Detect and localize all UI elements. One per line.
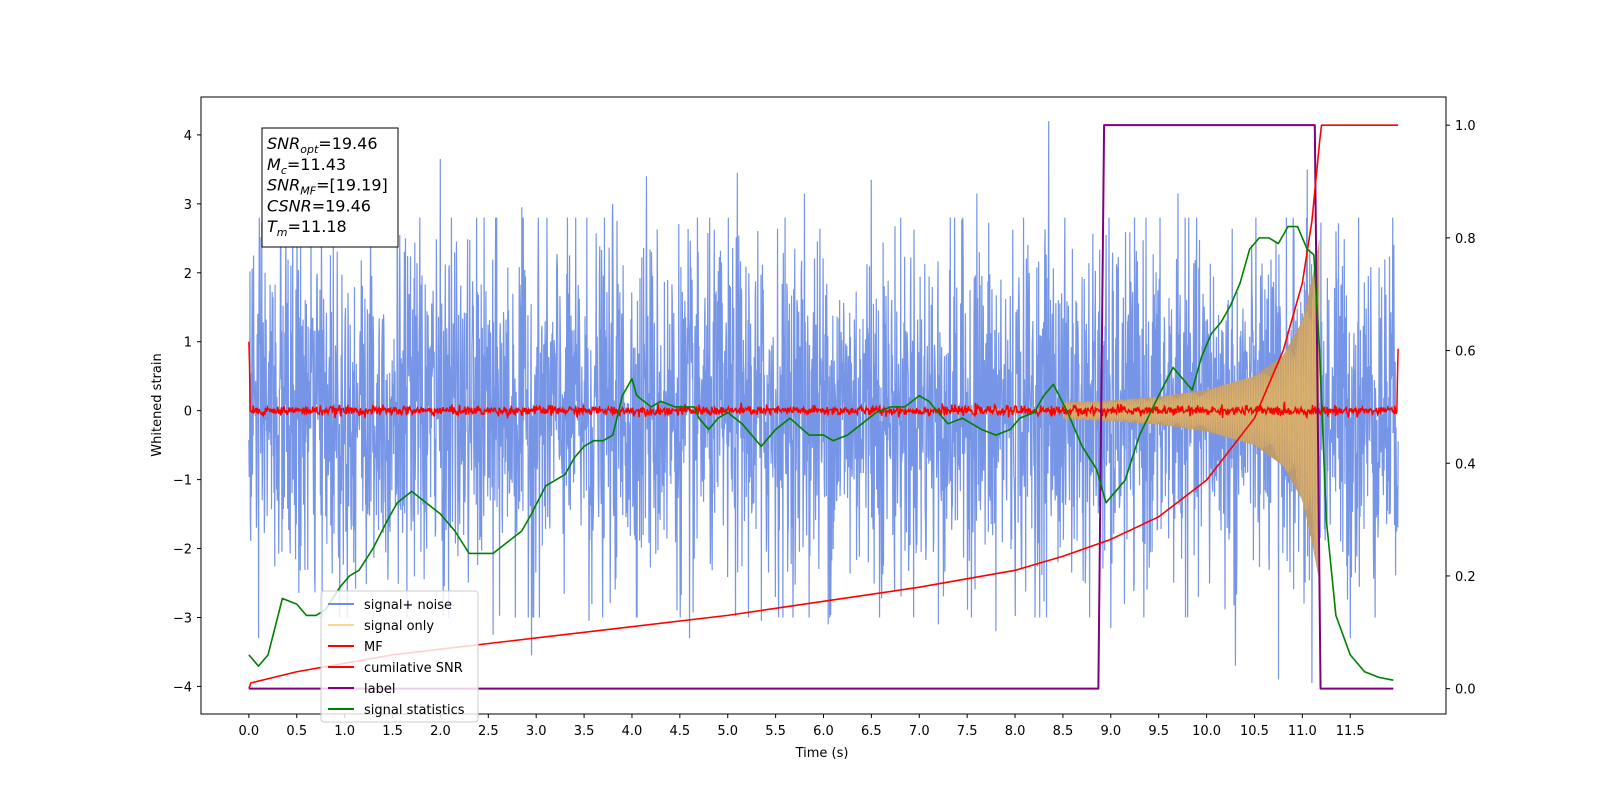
y-left-tick-label: −3	[173, 611, 192, 626]
y-left-tick-label: 0	[184, 405, 192, 420]
x-tick-label: 8.0	[1005, 724, 1026, 739]
y-left-tick-label: −4	[173, 680, 192, 695]
y-left-tick-label: 2	[184, 267, 192, 282]
x-tick-label: 8.5	[1053, 724, 1074, 739]
x-tick-label: 0.0	[239, 724, 260, 739]
y-right-tick-label: 1.0	[1455, 119, 1476, 134]
x-tick-label: 1.0	[334, 724, 355, 739]
annotation-frame	[261, 127, 399, 248]
x-tick-label: 2.5	[478, 724, 499, 739]
annotation-line: SNRMF=[19.19]	[267, 176, 388, 198]
signal-statistics-line	[248, 225, 1394, 681]
x-tick-label: 7.0	[909, 724, 930, 739]
x-tick-label: 6.0	[813, 724, 834, 739]
legend-label: signal statistics	[364, 703, 465, 718]
legend-label: cumilative SNR	[364, 661, 463, 676]
x-tick-label: 11.0	[1288, 724, 1317, 739]
y-axis-left: 4 3 2 1 0 −1 −2 −3 −4	[173, 129, 201, 695]
legend-frame	[320, 590, 479, 723]
annotation-line: CSNR=19.46	[267, 196, 371, 215]
x-tick-label: 1.5	[382, 724, 403, 739]
x-tick-label: 0.5	[286, 724, 307, 739]
legend: signal+ noise signal only MF cumilative SNR…	[320, 590, 479, 723]
x-tick-label: 6.5	[861, 724, 882, 739]
y-left-tick-label: 1	[184, 336, 192, 351]
x-tick-label: 2.0	[430, 724, 451, 739]
mf-line	[248, 341, 1399, 420]
plot-area	[248, 121, 1399, 690]
x-tick-label: 4.5	[670, 724, 691, 739]
y-left-tick-label: −1	[173, 474, 192, 489]
x-tick-label: 7.5	[957, 724, 978, 739]
y-left-tick-label: 4	[184, 129, 192, 144]
y-left-tick-label: −2	[173, 543, 192, 558]
y-right-tick-label: 0.2	[1455, 570, 1476, 585]
x-tick-label: 9.0	[1100, 724, 1121, 739]
annotation-line: Mc=11.43	[267, 155, 346, 177]
annotation-line: SNRopt=19.46	[267, 134, 378, 156]
x-tick-label: 3.0	[526, 724, 547, 739]
y-axis-title: Whitened strain	[150, 353, 165, 456]
y-right-tick-label: 0.6	[1455, 345, 1476, 360]
x-tick-label: 10.5	[1240, 724, 1269, 739]
y-axis-right: 1.0 0.8 0.6 0.4 0.2 0.0	[1446, 119, 1476, 698]
x-tick-label: 5.0	[717, 724, 738, 739]
x-tick-label: 10.0	[1192, 724, 1221, 739]
y-right-tick-label: 0.8	[1455, 232, 1476, 247]
x-tick-label: 5.5	[765, 724, 786, 739]
annotation-box: SNRopt=19.46Mc=11.43SNRMF=[19.19]CSNR=19…	[261, 127, 399, 248]
x-axis: 0.0 0.5 1.0 1.5 2.0 2.5 3.0 3.5 4.0 4.5 5.0 5.5 6.0 6…	[239, 714, 1365, 739]
label-line	[248, 124, 1394, 690]
x-axis-title: Time (s)	[795, 746, 849, 761]
x-tick-label: 9.5	[1148, 724, 1169, 739]
x-tick-label: 11.5	[1336, 724, 1365, 739]
x-tick-label: 4.0	[622, 724, 643, 739]
x-tick-label: 3.5	[574, 724, 595, 739]
legend-label: MF	[364, 640, 383, 655]
y-left-tick-label: 3	[184, 198, 192, 213]
annotation-line: Tm=11.18	[267, 217, 347, 239]
y-right-tick-label: 0.4	[1455, 457, 1476, 472]
legend-label: signal only	[364, 619, 434, 634]
legend-label: signal+ noise	[364, 598, 452, 613]
legend-label: label	[364, 682, 395, 697]
y-right-tick-label: 0.0	[1455, 683, 1476, 698]
